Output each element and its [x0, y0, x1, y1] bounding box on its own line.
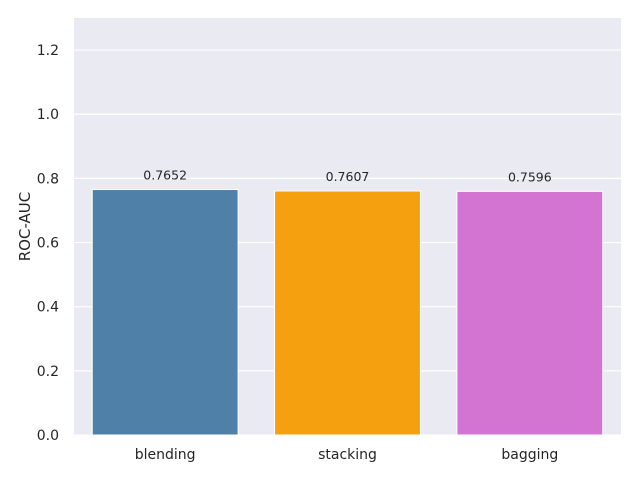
y-tick-label: 0.4	[37, 300, 59, 316]
data-label-blending: 0.7652	[143, 168, 187, 183]
x-axis-ticks: blending stacking bagging	[135, 447, 559, 463]
x-tick-label: blending	[135, 447, 196, 463]
y-tick-label: 1.2	[37, 43, 59, 59]
x-tick-label: stacking	[318, 447, 377, 463]
data-label-stacking: 0.7607	[326, 169, 370, 184]
y-tick-label: 0.0	[37, 428, 59, 444]
data-label-bagging: 0.7596	[508, 169, 552, 184]
bar-bagging	[456, 190, 604, 436]
bar-stacking	[274, 190, 421, 436]
y-tick-label: 0.2	[37, 364, 59, 380]
y-tick-label: 1.0	[37, 107, 59, 123]
x-tick-label: bagging	[501, 447, 558, 463]
bars	[91, 189, 604, 436]
data-labels: 0.7652 0.7607 0.7596	[143, 168, 551, 185]
bar-blending	[91, 189, 239, 436]
y-axis-title: ROC-AUC	[16, 192, 34, 262]
y-tick-label: 0.8	[37, 171, 59, 187]
y-tick-label: 0.6	[37, 236, 59, 252]
y-axis-ticks: 0.0 0.2 0.4 0.6 0.8 1.0 1.2	[37, 43, 59, 444]
